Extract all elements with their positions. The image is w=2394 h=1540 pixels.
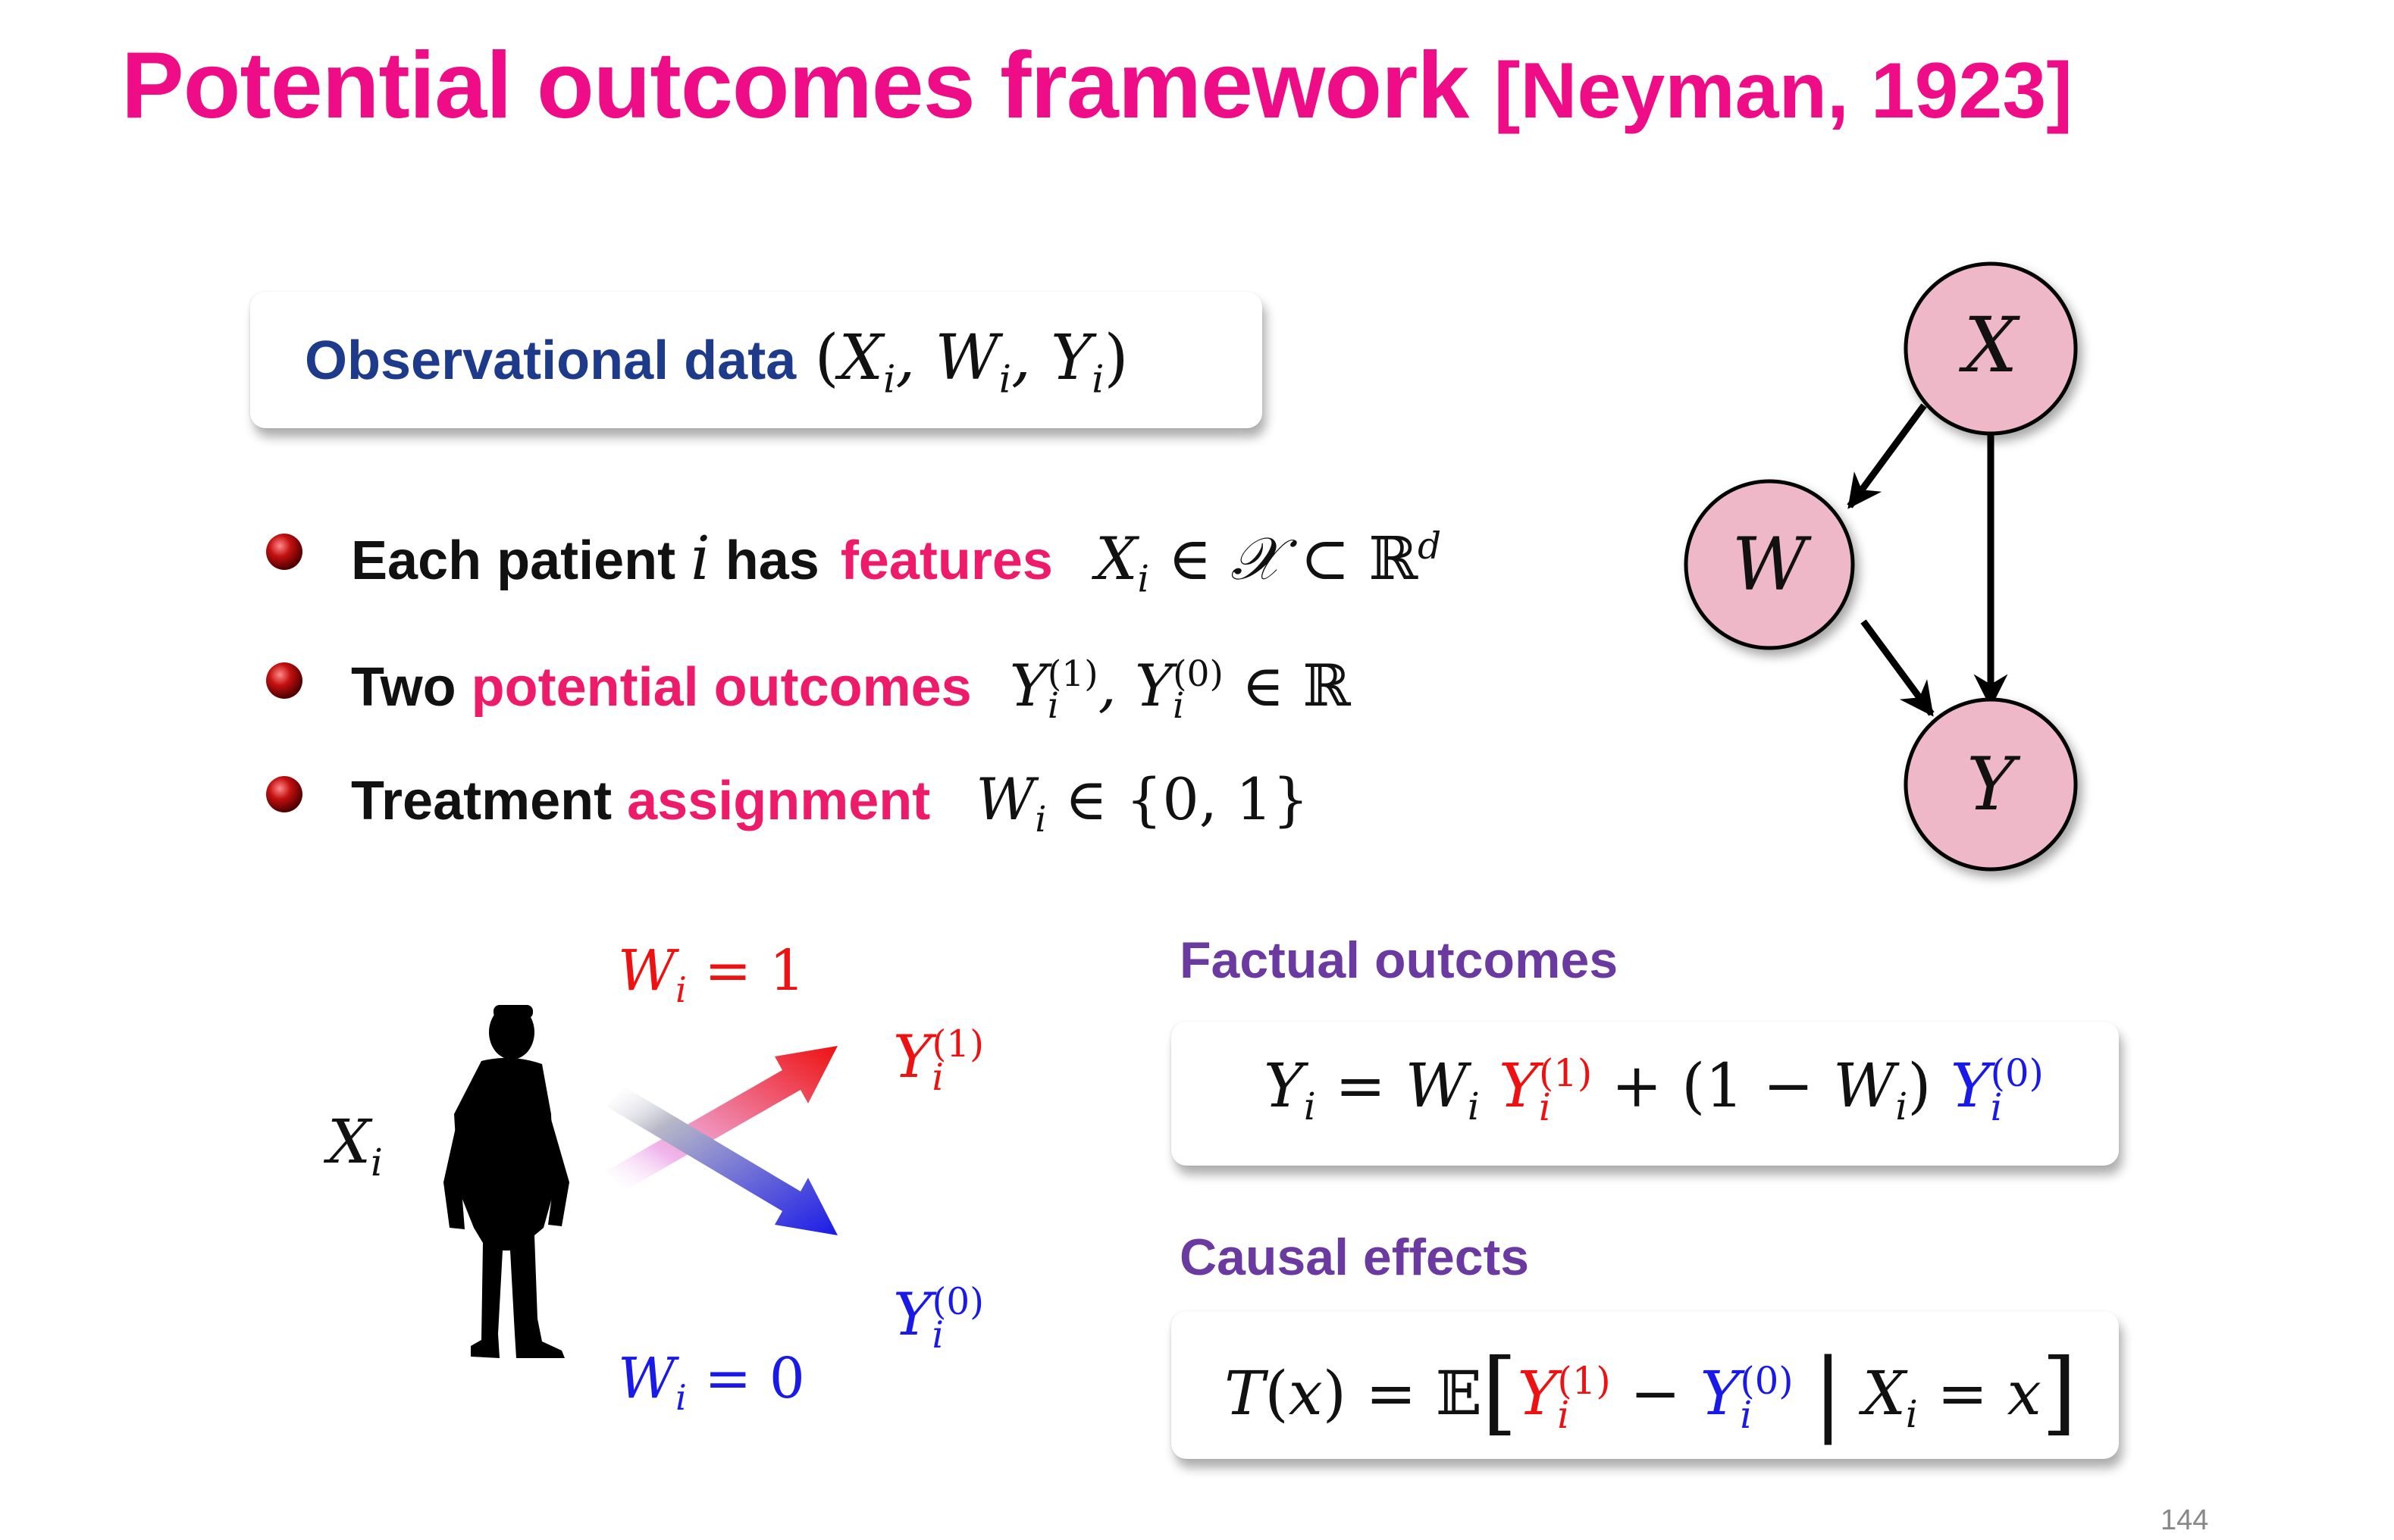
bullet-formula: Xi ∈ 𝒳 ⊂ ℝd xyxy=(1095,525,1442,601)
bullet-ball-icon xyxy=(266,534,302,570)
page-number: 144 xyxy=(2161,1504,2209,1536)
causal-formula-box: T(x) = 𝔼[Y (1) i − Y (0) i | Xi = x] xyxy=(1171,1311,2119,1459)
edge-x-w xyxy=(1847,403,1927,509)
bullet-highlight: potential outcomes xyxy=(471,657,972,718)
outcome-arrows xyxy=(606,1046,838,1235)
bullet-ball-icon xyxy=(266,776,302,812)
bullet-highlight: assignment xyxy=(627,771,931,831)
slide-title: Potential outcomes framework [Neyman, 19… xyxy=(121,32,2073,139)
node-w: W xyxy=(1684,479,1855,650)
person-features-label: Xi xyxy=(327,1106,383,1185)
bullet-formula: Wi ∈ {0, 1} xyxy=(976,765,1309,841)
observational-formula: (Xi, Wi, Yi) xyxy=(814,322,1129,402)
causal-formula: T(x) = 𝔼[Y (1) i − Y (0) i | Xi = x] xyxy=(1224,1340,2077,1445)
bullet-variable: i xyxy=(691,523,710,593)
title-text: Potential outcomes framework xyxy=(121,33,1469,138)
bullet-prefix: Two xyxy=(351,657,456,718)
observational-label: Observational data xyxy=(305,330,797,391)
node-w-label: W xyxy=(1732,522,1813,607)
causal-heading: Causal effects xyxy=(1180,1229,1530,1286)
control-outcome-label: Y (0) i xyxy=(893,1280,985,1357)
bullet-ball-icon xyxy=(266,662,302,699)
control-arrow xyxy=(606,1087,838,1235)
bullet-mid: has xyxy=(725,531,819,591)
person-silhouette-icon xyxy=(443,1005,569,1358)
causal-graph: X W Y xyxy=(1684,261,2078,872)
factual-formula-box: Yi = Wi Y (1) i + (1 − Wi) Y (0) i xyxy=(1171,1022,2119,1166)
bullet-prefix: Each patient xyxy=(351,531,676,591)
node-y-label: Y xyxy=(1966,742,2021,827)
bullet-formula: Y (1) i, Y (0) i ∈ ℝ xyxy=(1009,652,1351,727)
treated-assignment-label: Wi = 1 xyxy=(618,938,805,1010)
title-citation: [Neyman, 1923] xyxy=(1493,47,2073,135)
factual-heading: Factual outcomes xyxy=(1180,931,1618,989)
control-assignment-label: Wi = 0 xyxy=(618,1346,805,1418)
node-x: X xyxy=(1904,261,2078,436)
edge-w-y xyxy=(1860,619,1935,717)
bullet-highlight: features xyxy=(840,531,1053,591)
node-x-label: X xyxy=(1958,301,2020,390)
node-y: Y xyxy=(1904,697,2078,872)
bullet-prefix: Treatment xyxy=(351,771,613,831)
treated-arrow xyxy=(606,1046,838,1191)
observational-data-box: Observational data (Xi, Wi, Yi) xyxy=(250,292,1262,428)
treated-outcome-label: Y (1) i xyxy=(893,1022,985,1099)
factual-formula: Yi = Wi Y (1) i + (1 − Wi) Y (0) i xyxy=(1264,1050,2044,1129)
